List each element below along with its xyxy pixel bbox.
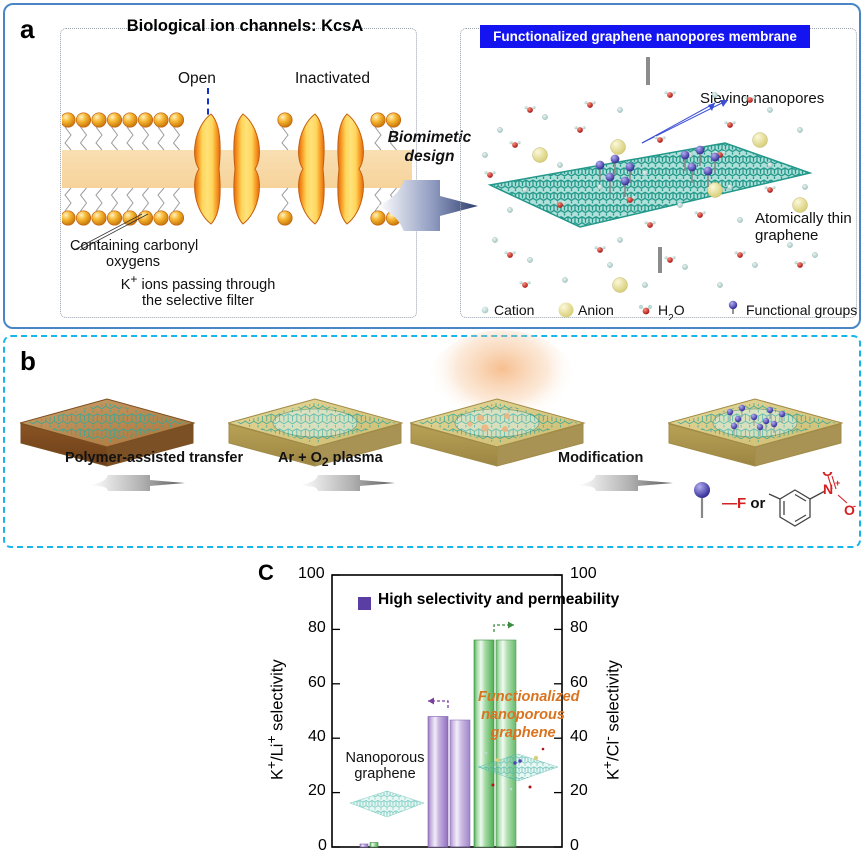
svg-text:O: O [822,472,833,479]
svg-text:-: - [853,501,856,511]
